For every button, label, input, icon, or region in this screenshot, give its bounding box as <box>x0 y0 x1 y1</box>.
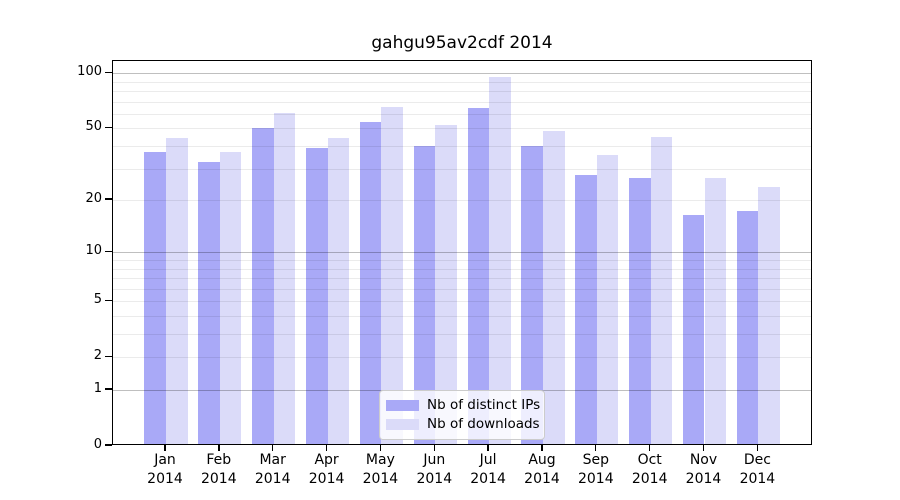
x-tick-label-apr: Apr 2014 <box>308 452 345 487</box>
y-tick-label-2: 2 <box>93 348 102 364</box>
y-tick-label-5: 5 <box>93 292 102 308</box>
bar-downloads-jan <box>166 138 188 444</box>
gridline-minor-2 <box>113 357 811 359</box>
x-tick-label-sep: Sep 2014 <box>577 452 614 487</box>
gridline-minor-60 <box>113 113 811 115</box>
x-tick-label-may: May 2014 <box>362 452 399 487</box>
bar-downloads-jun <box>435 124 457 444</box>
gridline-minor-20 <box>113 200 811 202</box>
x-tick-label-oct: Oct 2014 <box>631 452 668 487</box>
bar-ips-may <box>359 121 382 444</box>
x-tick-mark <box>272 445 274 451</box>
bar-ips-jun <box>413 146 436 444</box>
x-tick-label-aug: Aug 2014 <box>524 452 560 487</box>
y-tick-mark <box>105 388 112 390</box>
x-tick-mark <box>325 445 328 451</box>
x-tick-label-dec: Dec 2014 <box>739 452 776 487</box>
plot-area: Nb of distinct IPs Nb of downloads <box>112 60 812 445</box>
gridline-minor-40 <box>113 146 811 147</box>
x-tick-mark <box>702 445 705 451</box>
x-tick-label-nov: Nov 2014 <box>685 452 722 487</box>
bar-ips-jan <box>144 152 166 444</box>
bar-downloads-aug <box>542 131 565 444</box>
legend-label-downloads: Nb of downloads <box>427 416 540 432</box>
bar-ips-sep <box>575 174 597 444</box>
gridline-major-100 <box>113 73 811 75</box>
bar-downloads-oct <box>650 136 673 444</box>
x-tick-label-jul: Jul 2014 <box>470 452 506 487</box>
gridline-minor-70 <box>113 101 811 103</box>
y-tick-label-0: 0 <box>93 437 102 452</box>
bar-ips-apr <box>305 148 328 444</box>
bar-ips-aug <box>521 146 543 444</box>
bar-ips-nov <box>682 215 705 444</box>
gridline-minor-3 <box>113 334 811 335</box>
x-tick-label-jun: Jun 2014 <box>416 452 453 487</box>
y-tick-mark <box>105 444 112 446</box>
y-tick-label-100: 100 <box>77 64 102 80</box>
x-tick-mark <box>487 445 489 451</box>
bar-downloads-sep <box>596 154 619 444</box>
bar-ips-jul <box>467 108 490 444</box>
gridline-minor-4 <box>113 316 811 317</box>
x-tick-mark <box>218 445 220 451</box>
y-tick-label-10: 10 <box>85 243 102 259</box>
x-tick-mark <box>433 445 435 451</box>
gridline-minor-80 <box>113 91 811 92</box>
bar-downloads-feb <box>219 152 242 444</box>
bar-downloads-nov <box>704 177 727 444</box>
bar-downloads-dec <box>758 187 780 444</box>
y-tick-mark <box>105 355 112 357</box>
chart-title: gahgu95av2cdf 2014 <box>371 33 553 53</box>
legend-swatch-downloads <box>386 419 419 430</box>
x-tick-mark <box>541 445 543 451</box>
gridline-minor-8 <box>113 268 811 270</box>
gridline-minor-5 <box>113 301 811 303</box>
x-tick-mark <box>595 445 597 451</box>
gridline-minor-30 <box>113 168 811 170</box>
x-tick-mark <box>649 445 651 451</box>
legend: Nb of distinct IPs Nb of downloads <box>379 390 545 440</box>
y-tick-label-1: 1 <box>93 381 102 396</box>
gridline-minor-9 <box>113 260 811 261</box>
gridline-minor-6 <box>113 288 811 290</box>
gridline-minor-50 <box>113 128 811 130</box>
y-tick-mark <box>105 71 112 73</box>
x-tick-label-jan: Jan 2014 <box>147 452 183 487</box>
y-tick-mark <box>105 299 112 301</box>
legend-item-ips: Nb of distinct IPs <box>386 396 540 415</box>
gridline-minor-90 <box>113 81 811 83</box>
legend-item-downloads: Nb of downloads <box>386 415 540 434</box>
y-tick-mark <box>105 198 112 200</box>
bar-ips-dec <box>736 210 759 444</box>
bar-downloads-may <box>381 106 403 444</box>
bar-ips-feb <box>198 161 220 444</box>
x-tick-label-feb: Feb 2014 <box>200 452 237 487</box>
y-tick-label-50: 50 <box>85 119 102 135</box>
x-tick-mark <box>756 445 758 451</box>
x-tick-mark <box>379 445 382 451</box>
x-tick-mark <box>164 445 166 451</box>
y-tick-mark <box>105 250 112 252</box>
gridline-major-10 <box>113 252 811 254</box>
gridline-minor-7 <box>113 278 811 279</box>
bar-ips-oct <box>629 177 651 444</box>
legend-label-ips: Nb of distinct IPs <box>427 397 541 413</box>
x-tick-label-mar: Mar 2014 <box>254 452 291 487</box>
bar-ips-mar <box>252 128 274 444</box>
legend-swatch-ips <box>386 400 419 411</box>
bar-downloads-apr <box>327 138 350 444</box>
bar-downloads-jul <box>489 77 511 444</box>
y-tick-mark <box>105 126 112 129</box>
y-tick-label-20: 20 <box>85 191 102 207</box>
bar-downloads-mar <box>273 113 296 444</box>
